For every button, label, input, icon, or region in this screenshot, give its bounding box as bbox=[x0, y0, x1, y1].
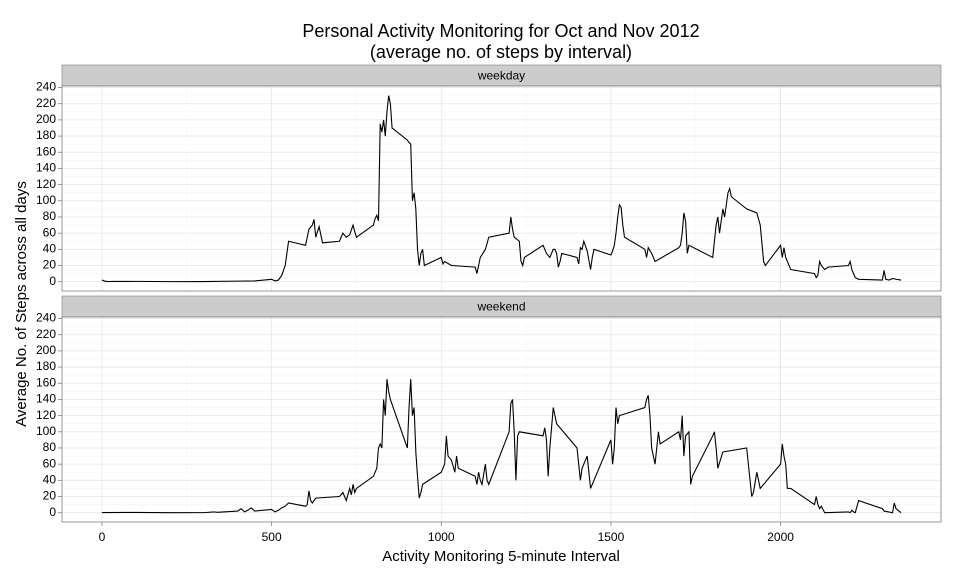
y-tick-label: 20 bbox=[43, 489, 57, 503]
y-tick-label: 120 bbox=[36, 408, 56, 422]
y-tick-label: 80 bbox=[43, 209, 57, 223]
x-tick-label: 1000 bbox=[428, 530, 455, 544]
chart-subtitle: (average no. of steps by interval) bbox=[370, 42, 632, 62]
strip-label: weekday bbox=[477, 69, 525, 83]
panel-background bbox=[62, 317, 941, 522]
y-tick-label: 160 bbox=[36, 375, 56, 389]
y-tick-label: 180 bbox=[36, 359, 56, 373]
y-tick-label: 140 bbox=[36, 392, 56, 406]
x-tick-label: 500 bbox=[262, 530, 282, 544]
y-tick-label: 0 bbox=[49, 274, 56, 288]
y-tick-label: 40 bbox=[43, 473, 57, 487]
data-line bbox=[101, 95, 902, 283]
y-tick-label: 240 bbox=[36, 80, 56, 94]
panel-border bbox=[61, 316, 942, 523]
y-tick-label: 40 bbox=[43, 242, 57, 256]
x-tick-label: 2000 bbox=[767, 530, 794, 544]
y-axis-label: Average No. of Steps across all days bbox=[13, 181, 30, 427]
strip-label: weekend bbox=[476, 300, 525, 314]
y-tick-label: 140 bbox=[36, 161, 56, 175]
y-tick-label: 160 bbox=[36, 144, 56, 158]
data-line bbox=[101, 379, 902, 514]
y-tick-label: 100 bbox=[36, 193, 56, 207]
y-tick-label: 200 bbox=[36, 343, 56, 357]
chart-title: Personal Activity Monitoring for Oct and… bbox=[302, 21, 699, 41]
x-axis-label: Activity Monitoring 5-minute Interval bbox=[382, 548, 620, 565]
y-tick-label: 220 bbox=[36, 327, 56, 341]
y-tick-label: 60 bbox=[43, 225, 57, 239]
x-tick-label: 0 bbox=[99, 530, 106, 544]
y-tick-label: 200 bbox=[36, 112, 56, 126]
y-tick-label: 100 bbox=[36, 424, 56, 438]
y-tick-label: 220 bbox=[36, 96, 56, 110]
y-tick-label: 20 bbox=[43, 258, 57, 272]
y-tick-label: 240 bbox=[36, 311, 56, 325]
x-tick-label: 1500 bbox=[598, 530, 625, 544]
y-tick-label: 0 bbox=[49, 505, 56, 519]
y-tick-label: 60 bbox=[43, 456, 57, 470]
y-tick-label: 80 bbox=[43, 440, 57, 454]
y-tick-label: 180 bbox=[36, 128, 56, 142]
panel-border bbox=[61, 85, 942, 292]
panel-background bbox=[62, 86, 941, 291]
y-tick-label: 120 bbox=[36, 177, 56, 191]
